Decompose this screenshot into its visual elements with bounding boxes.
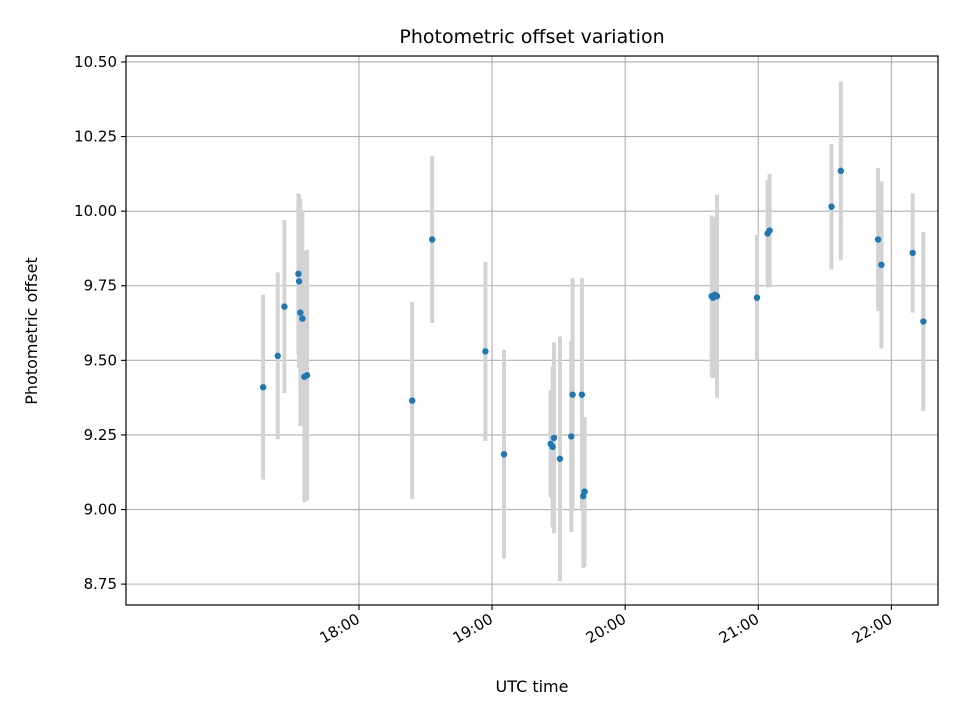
chart-title: Photometric offset variation xyxy=(399,26,664,48)
y-tick-label: 8.75 xyxy=(84,575,117,593)
x-axis: 18:00 19:00 20:00 21:00 22:00 xyxy=(317,605,895,647)
data-point xyxy=(549,443,556,451)
grid xyxy=(126,56,938,605)
data-point xyxy=(828,203,835,210)
y-tick-label: 9.75 xyxy=(84,277,117,295)
data-point xyxy=(259,383,267,391)
data-point xyxy=(281,303,288,310)
y-tick-label: 9.50 xyxy=(84,351,117,369)
x-tick-label: 20:00 xyxy=(583,610,629,647)
data-point xyxy=(556,455,564,462)
data-point xyxy=(569,391,576,398)
data-point xyxy=(274,352,281,360)
x-tick-label: 21:00 xyxy=(716,610,762,647)
data-point xyxy=(874,236,882,243)
data-point xyxy=(568,433,575,440)
y-tick-label: 9.25 xyxy=(84,426,117,444)
y-axis: 8.75 9.00 9.25 9.50 9.75 10.00 10.25 10.50 xyxy=(74,53,126,593)
data-point xyxy=(295,278,303,285)
y-tick-label: 10.25 xyxy=(74,128,117,146)
data-point xyxy=(550,434,558,442)
y-axis-label: Photometric offset xyxy=(22,257,41,405)
x-axis-label: UTC time xyxy=(496,677,569,696)
error-bars xyxy=(261,81,926,582)
data-point xyxy=(303,372,311,379)
data-point xyxy=(428,236,436,243)
data-point xyxy=(753,294,761,301)
data-point xyxy=(837,167,845,175)
data-point xyxy=(578,391,586,398)
data-point xyxy=(299,315,306,322)
y-tick-label: 10.00 xyxy=(74,202,117,220)
data-point xyxy=(766,227,773,234)
data-point xyxy=(295,270,302,278)
x-tick-label: 18:00 xyxy=(317,610,363,647)
y-tick-label: 10.50 xyxy=(74,53,117,71)
data-point xyxy=(713,292,721,300)
x-tick-label: 22:00 xyxy=(849,610,895,647)
data-point xyxy=(581,488,588,495)
y-tick-label: 9.00 xyxy=(84,501,117,519)
data-point xyxy=(920,318,927,325)
data-point xyxy=(878,261,885,269)
plot-frame xyxy=(125,55,939,606)
data-point xyxy=(500,451,508,458)
data-point xyxy=(909,249,916,257)
data-point xyxy=(297,309,304,316)
data-point xyxy=(408,397,416,404)
data-point xyxy=(482,348,489,355)
data-points xyxy=(259,167,927,500)
x-tick-label: 19:00 xyxy=(450,610,496,647)
